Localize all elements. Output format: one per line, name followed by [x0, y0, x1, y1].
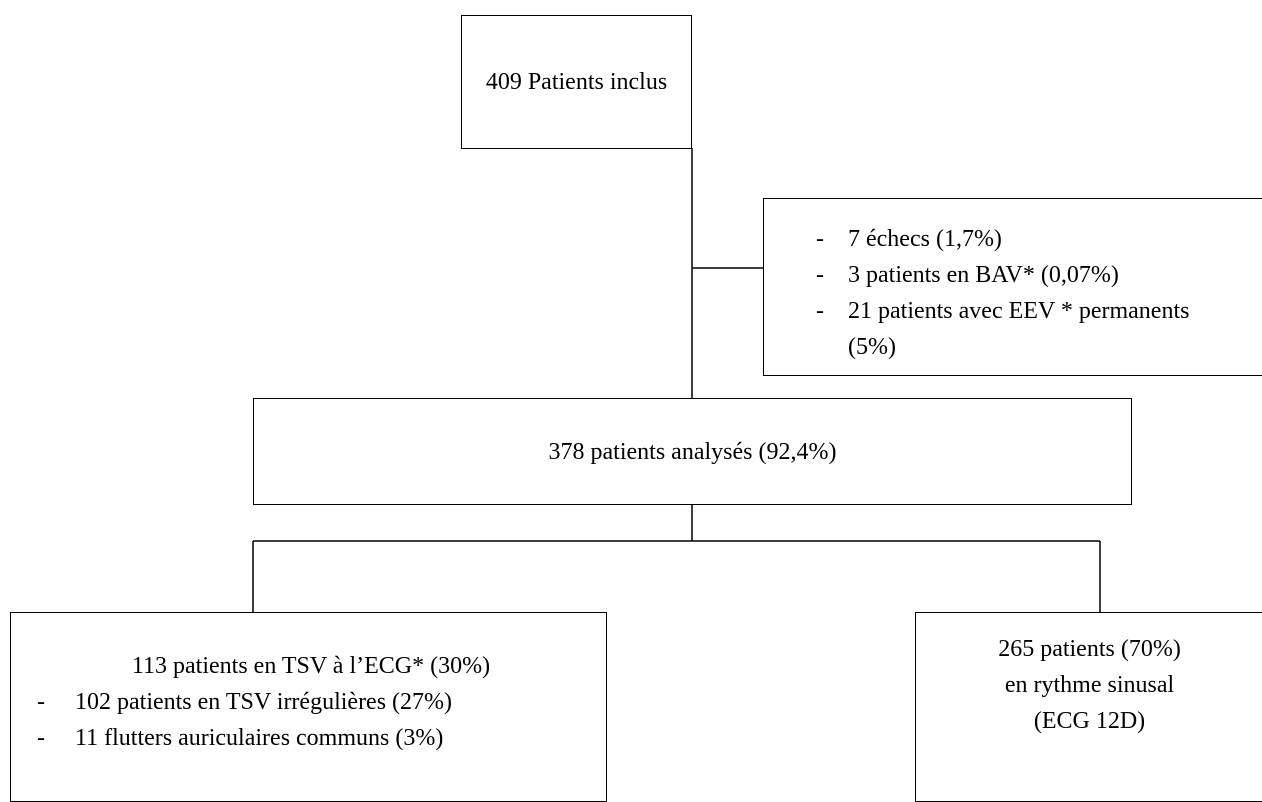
exclusion-list: 7 échecs (1,7%) 3 patients en BAV* (0,07…	[816, 221, 1236, 365]
node-sinus: 265 patients (70%) en rythme sinusal (EC…	[915, 612, 1262, 802]
list-item: 102 patients en TSV irrégulières (27%)	[37, 684, 606, 720]
list-item: 3 patients en BAV* (0,07%)	[816, 257, 1236, 293]
list-item: 7 échecs (1,7%)	[816, 221, 1236, 257]
node-tsv: 113 patients en TSV à l’ECG* (30%) 102 p…	[10, 612, 607, 802]
node-included: 409 Patients inclus	[461, 15, 692, 149]
page: {"nodes": [ {"label": "409 Patients incl…	[0, 0, 1262, 783]
node-line: (ECG 12D)	[1033, 708, 1146, 734]
node-label: 113 patients en TSV à l’ECG* (30%)	[131, 653, 491, 679]
node-analysed: 378 patients analysés (92,4%)	[253, 398, 1132, 505]
node-label: 409 Patients inclus	[485, 69, 668, 95]
node-line: 265 patients (70%)	[998, 636, 1181, 662]
connectors	[252, 148, 1101, 612]
node-line: en rythme sinusal	[1004, 672, 1175, 698]
tsv-list: 102 patients en TSV irrégulières (27%) 1…	[37, 684, 606, 756]
list-item: 11 flutters auriculaires communs (3%)	[37, 720, 606, 756]
list-item: 21 patients avec EEV * permanents (5%)	[816, 293, 1236, 365]
node-excluded: 7 échecs (1,7%) 3 patients en BAV* (0,07…	[763, 198, 1262, 376]
node-label: 378 patients analysés (92,4%)	[548, 438, 837, 465]
